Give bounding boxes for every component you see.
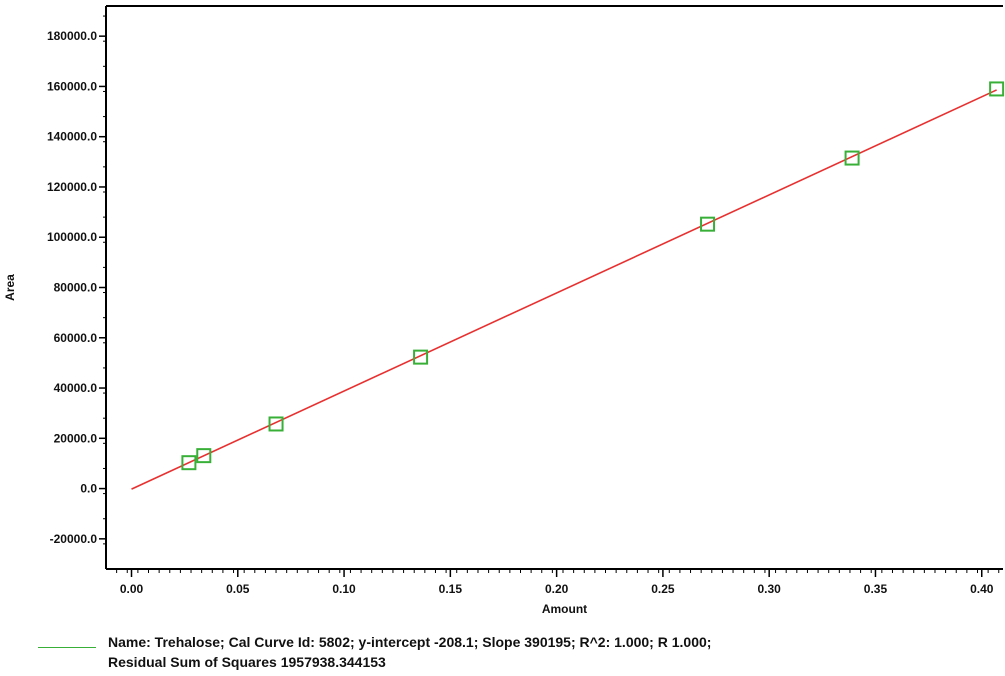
y-tick-label: 180000.0 [47,29,97,43]
x-tick-label: 0.30 [758,582,782,596]
x-tick-label: 0.15 [439,582,463,596]
y-tick-label: 20000.0 [54,431,98,445]
y-tick-label: -20000.0 [50,532,98,546]
y-tick-label: 40000.0 [54,381,98,395]
y-tick-label: 120000.0 [47,180,97,194]
x-tick-label: 0.20 [545,582,569,596]
data-point [181,455,197,471]
y-tick-label: 0.0 [80,482,97,496]
data-point [989,81,1005,97]
x-tick-label: 0.00 [120,582,144,596]
y-tick-label: 80000.0 [54,281,98,295]
y-tick-label: 100000.0 [47,230,97,244]
data-point [844,150,860,166]
x-tick-label: 0.25 [651,582,675,596]
y-tick-label: 160000.0 [47,79,97,93]
x-tick-label: 0.10 [332,582,356,596]
y-tick-label: 60000.0 [54,331,98,345]
data-point [413,349,429,365]
data-point [268,416,284,432]
x-axis-title: Amount [542,602,587,616]
data-point [196,448,212,464]
y-tick-label: 140000.0 [47,130,97,144]
x-tick-label: 0.40 [970,582,994,596]
legend-line-2: Residual Sum of Squares 1957938.344153 [108,654,386,670]
calibration-chart: -20000.0 0.0 20000.0 40000.0 60000.0 80000.0 1… [3,5,1005,616]
fit-line [131,89,997,490]
x-tick-label: 0.05 [226,582,250,596]
data-point [700,216,716,232]
legend-text: Name: Trehalose; Cal Curve Id: 5802; y-i… [108,632,711,672]
legend-line-1: Name: Trehalose; Cal Curve Id: 5802; y-i… [108,634,712,650]
y-axis-title: Area [3,274,17,301]
legend-swatch [38,647,96,648]
x-tick-label: 0.35 [864,582,888,596]
